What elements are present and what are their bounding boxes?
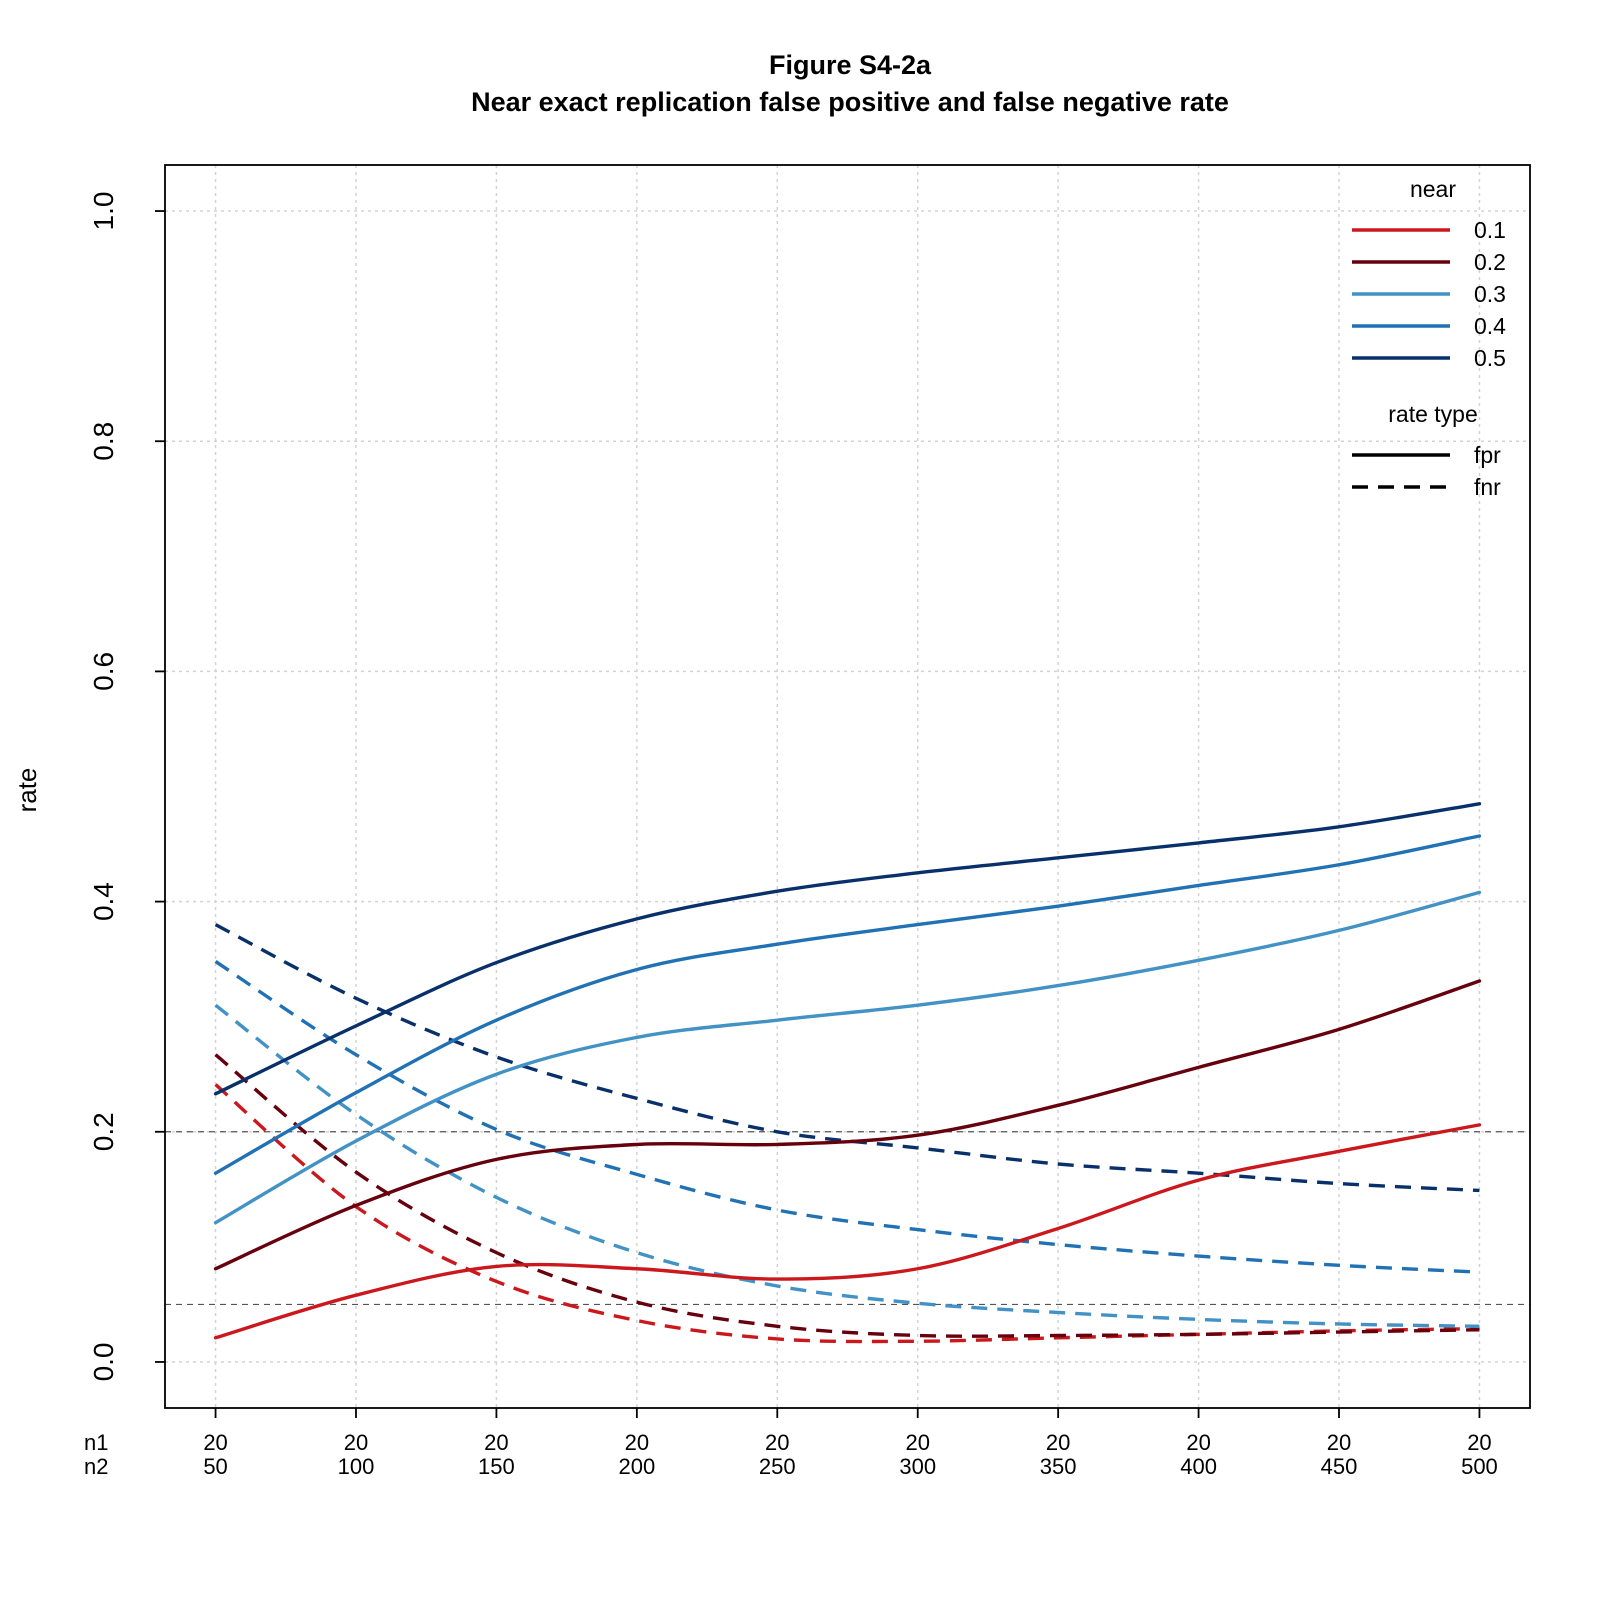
x-tick-label-n2-7: 400 xyxy=(1180,1454,1217,1479)
chart-subtitle: Near exact replication false positive an… xyxy=(471,87,1229,117)
series-line-fnr-near-0.4 xyxy=(214,960,1480,1274)
legend-label-near-0.3: 0.3 xyxy=(1474,281,1506,307)
x-tick-label-n2-3: 200 xyxy=(618,1454,655,1479)
x-tick-label-n1-8: 20 xyxy=(1327,1430,1351,1455)
series-line-fnr-near-0.5 xyxy=(214,923,1480,1193)
x-tick-label-n1-1: 20 xyxy=(344,1430,368,1455)
series-line-fpr-near-0.1 xyxy=(213,1123,1482,1340)
x-tick-label-n1-4: 20 xyxy=(765,1430,789,1455)
x-tick-label-n2-9: 500 xyxy=(1461,1454,1498,1479)
legend: near 0.1 0.2 0.3 0.4 0.5 rate type fpr fnr xyxy=(1352,176,1506,500)
x-tick-label-n2-0: 50 xyxy=(203,1454,227,1479)
legend-title-near: near xyxy=(1410,176,1456,202)
x-tick-label-n1-6: 20 xyxy=(1046,1430,1070,1455)
series-layer xyxy=(213,802,1482,1344)
chart-title: Figure S4-2a xyxy=(769,50,932,80)
x-tick-label-n2-2: 150 xyxy=(478,1454,515,1479)
plot-frame xyxy=(164,164,1531,1409)
x-tick-label-n1-7: 20 xyxy=(1186,1430,1210,1455)
series-line-fpr-near-0.2 xyxy=(213,979,1482,1271)
axes: 0.00.20.40.60.81.02050201002015020200202… xyxy=(88,164,1531,1479)
x-tick-label-n2-5: 300 xyxy=(899,1454,936,1479)
x-tick-label-n2-6: 350 xyxy=(1040,1454,1077,1479)
legend-label-fnr: fnr xyxy=(1474,474,1501,500)
series-line-fpr-near-0.5 xyxy=(213,802,1482,1096)
y-tick-label-4: 0.8 xyxy=(88,422,119,461)
y-tick-label-3: 0.6 xyxy=(88,652,119,691)
legend-label-fpr: fpr xyxy=(1474,442,1501,468)
series-line-fnr-near-0.1 xyxy=(214,1083,1480,1344)
y-tick-label-0: 0.0 xyxy=(88,1342,119,1381)
y-tick-label-5: 1.0 xyxy=(88,192,119,231)
x-tick-label-n2-4: 250 xyxy=(759,1454,796,1479)
series-line-fpr-near-0.3 xyxy=(213,890,1482,1225)
series-line-fnr-near-0.3 xyxy=(214,1003,1480,1328)
x-tick-label-n1-3: 20 xyxy=(625,1430,649,1455)
legend-label-near-0.1: 0.1 xyxy=(1474,217,1506,243)
x-tick-label-n1-0: 20 xyxy=(203,1430,227,1455)
x-tick-label-n1-9: 20 xyxy=(1467,1430,1491,1455)
legend-label-near-0.4: 0.4 xyxy=(1474,313,1506,339)
legend-label-near-0.5: 0.5 xyxy=(1474,345,1506,371)
x-row-label-n2: n2 xyxy=(84,1454,108,1479)
legend-title-rate-type: rate type xyxy=(1388,401,1478,427)
x-tick-label-n2-8: 450 xyxy=(1321,1454,1358,1479)
series-line-fnr-near-0.2 xyxy=(214,1053,1480,1338)
legend-label-near-0.2: 0.2 xyxy=(1474,249,1506,275)
reference-lines xyxy=(165,1131,1530,1306)
y-axis-title: rate xyxy=(12,768,42,813)
x-row-label-n1: n1 xyxy=(84,1430,108,1455)
series-line-fpr-near-0.4 xyxy=(213,834,1482,1175)
y-tick-label-1: 0.2 xyxy=(88,1112,119,1151)
x-tick-label-n1-5: 20 xyxy=(905,1430,929,1455)
x-tick-label-n2-1: 100 xyxy=(338,1454,375,1479)
x-tick-label-n1-2: 20 xyxy=(484,1430,508,1455)
y-tick-label-2: 0.4 xyxy=(88,882,119,921)
